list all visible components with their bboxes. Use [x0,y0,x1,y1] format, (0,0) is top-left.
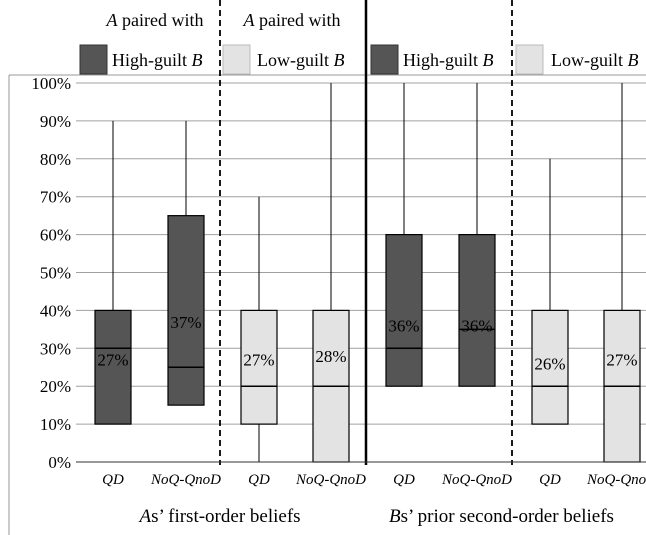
x-category-label: NoQ-QnoD [150,472,221,488]
svg-text:High-guilt B: High-guilt B [112,50,203,70]
box-7: 26% [531,158,569,425]
legend-label-high-guilt-2-italic: B [483,50,494,70]
box-8: 27% [603,83,641,463]
box-5: 36% [385,83,423,387]
legend-label-high-guilt-1-italic: B [192,50,203,70]
legend-header-1-rest: paired with [118,10,204,30]
svg-text:A paired with: A paired with [106,10,204,30]
legend-swatch-high-guilt-2 [370,44,399,75]
panel-title-2-italic: B [389,506,401,527]
mean-label: 36% [388,317,419,336]
y-tick-label: 40% [40,301,71,320]
panel-separators [219,0,513,465]
x-category-label: QD [393,472,415,488]
svg-text:Low-guilt B: Low-guilt B [551,50,639,70]
box-6: 36% [458,83,496,387]
svg-text:As’ first-order beliefs: As’ first-order beliefs [137,506,300,527]
legend-header-2: A paired with [243,10,341,30]
legend-swatch-low-guilt-1 [222,44,251,75]
x-category-label: NoQ-QnoD [586,472,646,488]
y-axis-tick-labels: 0% 10% 20% 30% 40% 50% 60% 70% 80% 90% 100% [31,74,71,472]
box-4: 28% [312,83,350,463]
y-tick-label: 80% [40,150,71,169]
box-iqr [94,309,132,425]
box-2: 37% [167,120,205,406]
svg-text:High-guilt B: High-guilt B [403,50,494,70]
mean-label: 27% [97,351,128,370]
legend-label-low-guilt-1: Low-guilt [257,50,334,70]
box-iqr [458,234,496,387]
svg-text:Bs’ prior second-order beliefs: Bs’ prior second-order beliefs [389,506,614,527]
legend-label-low-guilt-2: Low-guilt [551,50,628,70]
y-tick-label: 70% [40,188,71,207]
y-tick-label: 20% [40,377,71,396]
legend-header-1-prefix: A [106,10,119,30]
legend: A paired with A paired with High-guilt B… [79,10,639,75]
x-category-label: NoQ-QnoD [295,472,366,488]
y-tick-label: 60% [40,226,71,245]
y-tick-label: 90% [40,112,71,131]
box-1: 27% [94,120,132,425]
x-category-label: NoQ-QnoD [441,472,512,488]
y-tick-label: 0% [48,453,71,472]
mean-label: 37% [170,313,201,332]
legend-header-2-rest: paired with [255,10,341,30]
y-tick-label: 10% [40,415,71,434]
x-category-label: QD [248,472,270,488]
box-iqr [385,234,423,387]
mean-label: 27% [606,351,637,370]
panel-title-2-rest: s’ prior second-order beliefs [401,506,614,527]
legend-label-low-guilt-2-italic: B [628,50,639,70]
mean-label: 28% [315,347,346,366]
mean-label: 27% [243,351,274,370]
box-series: 27% 37% 27% 28% 36% 36% 26% 27% [94,83,641,463]
plot-frame [8,74,646,535]
y-tick-label: 100% [31,74,71,93]
x-category-label: QD [539,472,561,488]
mean-label: 26% [534,354,565,373]
y-tick-label: 50% [40,264,71,283]
box-iqr [531,309,569,425]
panel-titles: As’ first-order beliefs Bs’ prior second… [137,506,613,527]
y-tick-label: 30% [40,339,71,358]
panel-title-1-italic: A [137,506,151,527]
legend-label-low-guilt-1-italic: B [334,50,345,70]
legend-header-1: A paired with [106,10,204,30]
box-iqr [167,215,205,406]
legend-label-high-guilt-1: High-guilt [112,50,192,70]
legend-header-2-prefix: A [243,10,256,30]
legend-swatch-high-guilt-1 [79,44,108,75]
x-category-label: QD [102,472,124,488]
panel-title-1-rest: s’ first-order beliefs [151,506,300,527]
mean-label: 36% [461,317,492,336]
legend-label-high-guilt-2: High-guilt [403,50,483,70]
box-iqr [240,309,278,425]
box-3: 27% [240,196,278,462]
x-axis-category-labels: QD NoQ-QnoD QD NoQ-QnoD QD NoQ-QnoD QD NoQ-QnoD [102,472,646,488]
svg-text:Low-guilt B: Low-guilt B [257,50,345,70]
legend-swatch-low-guilt-2 [515,44,544,75]
svg-text:A paired with: A paired with [243,10,341,30]
